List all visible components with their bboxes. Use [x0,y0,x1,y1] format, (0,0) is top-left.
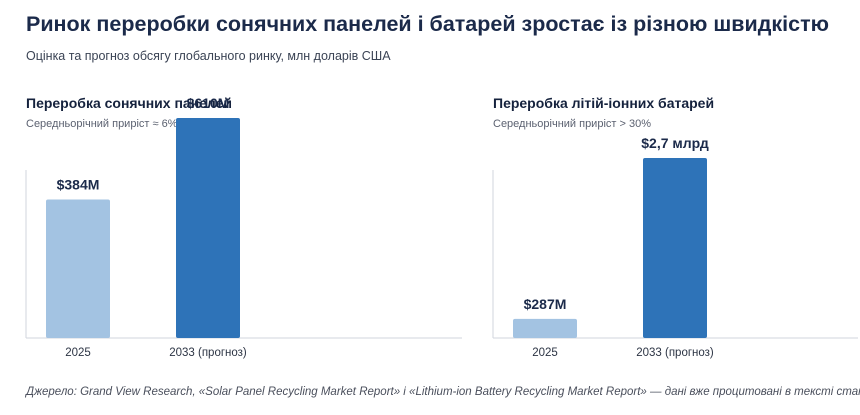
page-title: Ринок переробки сонячних панелей і батар… [26,12,829,36]
bar-solar-0 [46,199,110,338]
x-tick-label-battery-1: 2033 (прогноз) [636,347,714,359]
x-tick-label-solar-0: 2025 [65,347,91,359]
chart-subtitle-solar: Середньорічний приріст ≈ 6% [26,118,178,130]
source-note: Джерело: Grand View Research, «Solar Pan… [26,386,860,398]
bar-battery-1 [643,158,707,338]
x-tick-label-solar-1: 2033 (прогноз) [169,347,247,359]
x-tick-label-battery-0: 2025 [532,347,558,359]
data-label-solar-0: $384M [57,177,100,193]
page-subtitle: Оцінка та прогноз обсягу глобального рин… [26,49,391,63]
data-label-solar-1: $610M [187,95,230,111]
chart-subtitle-battery: Середньорічний приріст > 30% [493,118,651,130]
data-label-battery-0: $287M [524,296,567,312]
bar-battery-0 [513,318,577,338]
chart-title-battery: Переробка літій-іонних батарей [493,95,715,111]
chart-title-solar: Переробка сонячних панелей [26,95,233,111]
data-label-battery-1: $2,7 млрд [641,135,709,151]
bar-solar-1 [176,118,240,338]
